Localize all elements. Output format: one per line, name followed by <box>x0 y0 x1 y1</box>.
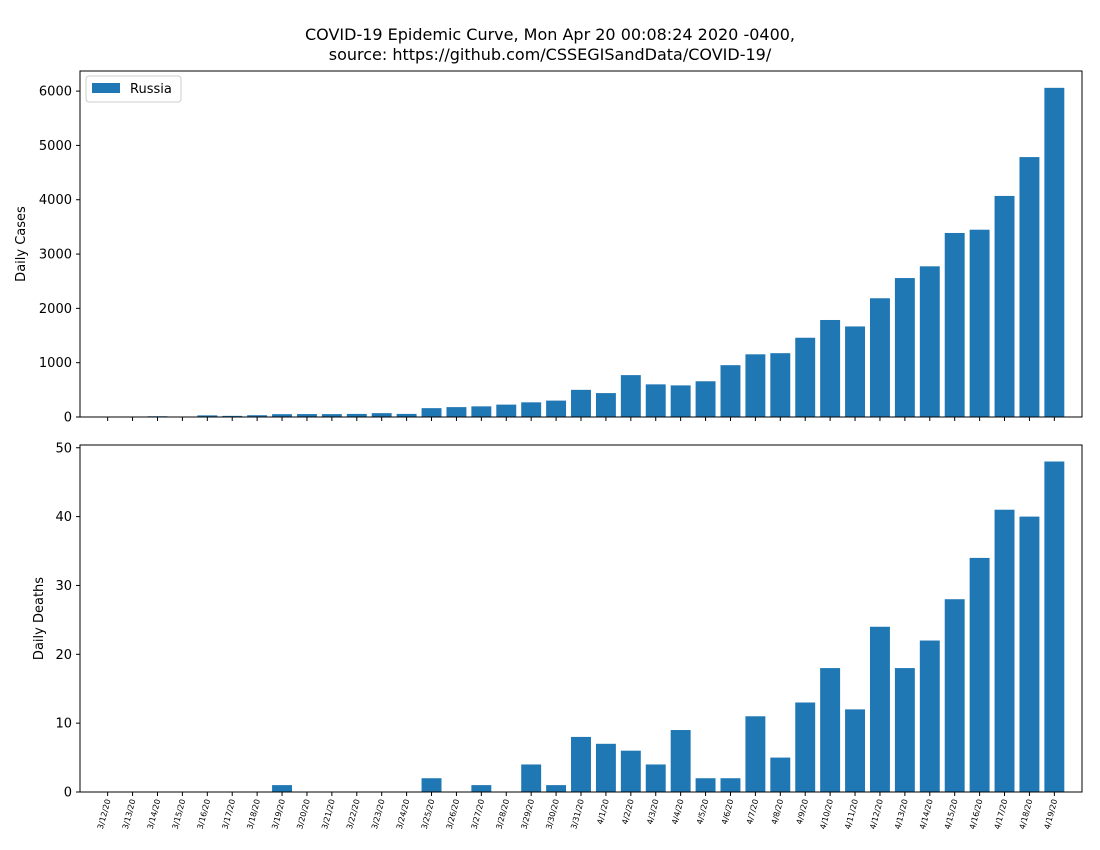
deaths-y-tick-label: 10 <box>55 717 72 732</box>
daily-deaths-y-axis: 0 10 20 30 40 50 <box>55 441 80 801</box>
cases-bar-4-7-20 <box>745 354 766 417</box>
deaths-bar-3-30-20 <box>546 785 567 792</box>
legend: Russia <box>85 75 182 103</box>
cases-y-tick-label: 6000 <box>39 85 72 100</box>
deaths-bar-3-31-20 <box>571 736 591 792</box>
deaths-bar-4-17-20 <box>994 509 1015 792</box>
cases-y-tick-label: 3000 <box>39 248 72 263</box>
cases-bar-3-27-20 <box>471 406 492 417</box>
cases-bar-3-24-20 <box>396 413 417 417</box>
deaths-bar-3-29-20 <box>521 764 542 792</box>
cases-bar-4-18-20 <box>1019 157 1040 417</box>
figure-title-line-2: source: https://github.com/CSSEGISandDat… <box>329 45 772 64</box>
deaths-bar-3-25-20 <box>421 778 442 792</box>
deaths-bar-3-27-20 <box>471 785 492 792</box>
cases-bar-3-18-20 <box>247 415 268 417</box>
legend-swatch-russia <box>92 83 120 93</box>
cases-bar-3-22-20 <box>346 413 367 417</box>
legend-box <box>85 75 182 103</box>
deaths-bar-4-13-20 <box>894 668 915 792</box>
deaths-bar-4-4-20 <box>670 730 691 792</box>
daily-deaths-plot-frame <box>79 444 1083 793</box>
cases-bar-3-21-20 <box>321 414 342 417</box>
cases-bar-4-5-20 <box>695 381 716 417</box>
cases-bar-4-1-20 <box>595 393 616 417</box>
cases-bar-4-10-20 <box>820 319 841 417</box>
deaths-y-tick-label: 0 <box>64 786 72 801</box>
cases-bar-4-4-20 <box>670 385 691 417</box>
cases-bar-3-29-20 <box>521 402 542 417</box>
cases-y-tick-label: 2000 <box>39 302 72 317</box>
daily-deaths-y-axis-label: Daily Deaths <box>32 577 47 660</box>
daily-cases-plot-frame <box>79 70 1083 418</box>
cases-y-tick-label: 5000 <box>39 139 72 154</box>
cases-bar-3-19-20 <box>272 414 293 417</box>
cases-bar-3-16-20 <box>197 415 218 417</box>
deaths-bar-4-3-20 <box>645 764 666 792</box>
figure-title-line-1: COVID-19 Epidemic Curve, Mon Apr 20 00:0… <box>305 25 795 44</box>
cases-bar-3-31-20 <box>571 389 591 417</box>
deaths-y-tick-label: 40 <box>55 510 72 525</box>
cases-bar-4-11-20 <box>845 326 866 417</box>
deaths-bar-3-19-20 <box>272 785 293 792</box>
cases-bar-3-26-20 <box>446 407 467 417</box>
cases-bar-3-17-20 <box>222 415 243 417</box>
daily-cases-chart: 0 1000 2000 3000 4000 5000 6000 Daily Cases Ru… <box>14 70 1083 426</box>
cases-bar-4-14-20 <box>919 266 940 417</box>
deaths-bar-4-14-20 <box>919 640 940 792</box>
cases-bar-3-28-20 <box>496 404 517 417</box>
cases-bar-3-30-20 <box>546 400 567 417</box>
cases-y-tick-label: 4000 <box>39 193 72 208</box>
deaths-bar-4-18-20 <box>1019 516 1040 792</box>
deaths-y-tick-label: 50 <box>55 441 72 456</box>
deaths-bar-4-16-20 <box>969 557 990 792</box>
deaths-bar-4-8-20 <box>770 757 791 792</box>
deaths-bar-4-2-20 <box>620 750 641 792</box>
cases-bar-4-2-20 <box>620 375 641 417</box>
cases-bar-3-23-20 <box>371 413 392 417</box>
cases-bar-4-19-20 <box>1044 87 1065 417</box>
deaths-bar-4-11-20 <box>845 709 866 792</box>
deaths-bar-4-12-20 <box>869 626 890 792</box>
deaths-bar-4-9-20 <box>795 702 816 792</box>
daily-cases-x-axis <box>107 417 1055 421</box>
cases-bar-4-6-20 <box>720 365 741 417</box>
deaths-bar-4-19-20 <box>1044 461 1065 792</box>
cases-bar-4-16-20 <box>969 229 990 417</box>
cases-bar-4-12-20 <box>869 298 890 417</box>
deaths-bar-4-15-20 <box>944 599 965 792</box>
cases-bar-4-15-20 <box>944 232 965 417</box>
cases-y-tick-label: 0 <box>64 411 72 426</box>
cases-bar-4-13-20 <box>894 278 915 417</box>
cases-bar-4-9-20 <box>795 337 816 417</box>
deaths-bar-4-1-20 <box>595 743 616 792</box>
cases-bar-4-17-20 <box>994 195 1015 417</box>
daily-cases-y-axis-label: Daily Cases <box>14 206 29 282</box>
legend-label-russia: Russia <box>130 82 172 97</box>
cases-y-tick-label: 1000 <box>39 356 72 371</box>
deaths-bar-4-5-20 <box>695 778 716 792</box>
cases-bar-3-20-20 <box>296 414 317 417</box>
deaths-bar-4-7-20 <box>745 716 766 792</box>
cases-bar-4-3-20 <box>645 384 666 417</box>
cases-bar-4-8-20 <box>770 353 791 417</box>
deaths-bar-4-10-20 <box>820 668 841 792</box>
daily-deaths-bars <box>272 461 1065 792</box>
deaths-y-tick-label: 30 <box>55 579 72 594</box>
deaths-y-tick-label: 20 <box>55 648 72 663</box>
deaths-bar-4-6-20 <box>720 778 741 792</box>
cases-bar-3-25-20 <box>421 408 442 417</box>
daily-cases-y-axis: 0 1000 2000 3000 4000 5000 6000 <box>39 85 80 426</box>
daily-cases-bars <box>122 87 1065 417</box>
